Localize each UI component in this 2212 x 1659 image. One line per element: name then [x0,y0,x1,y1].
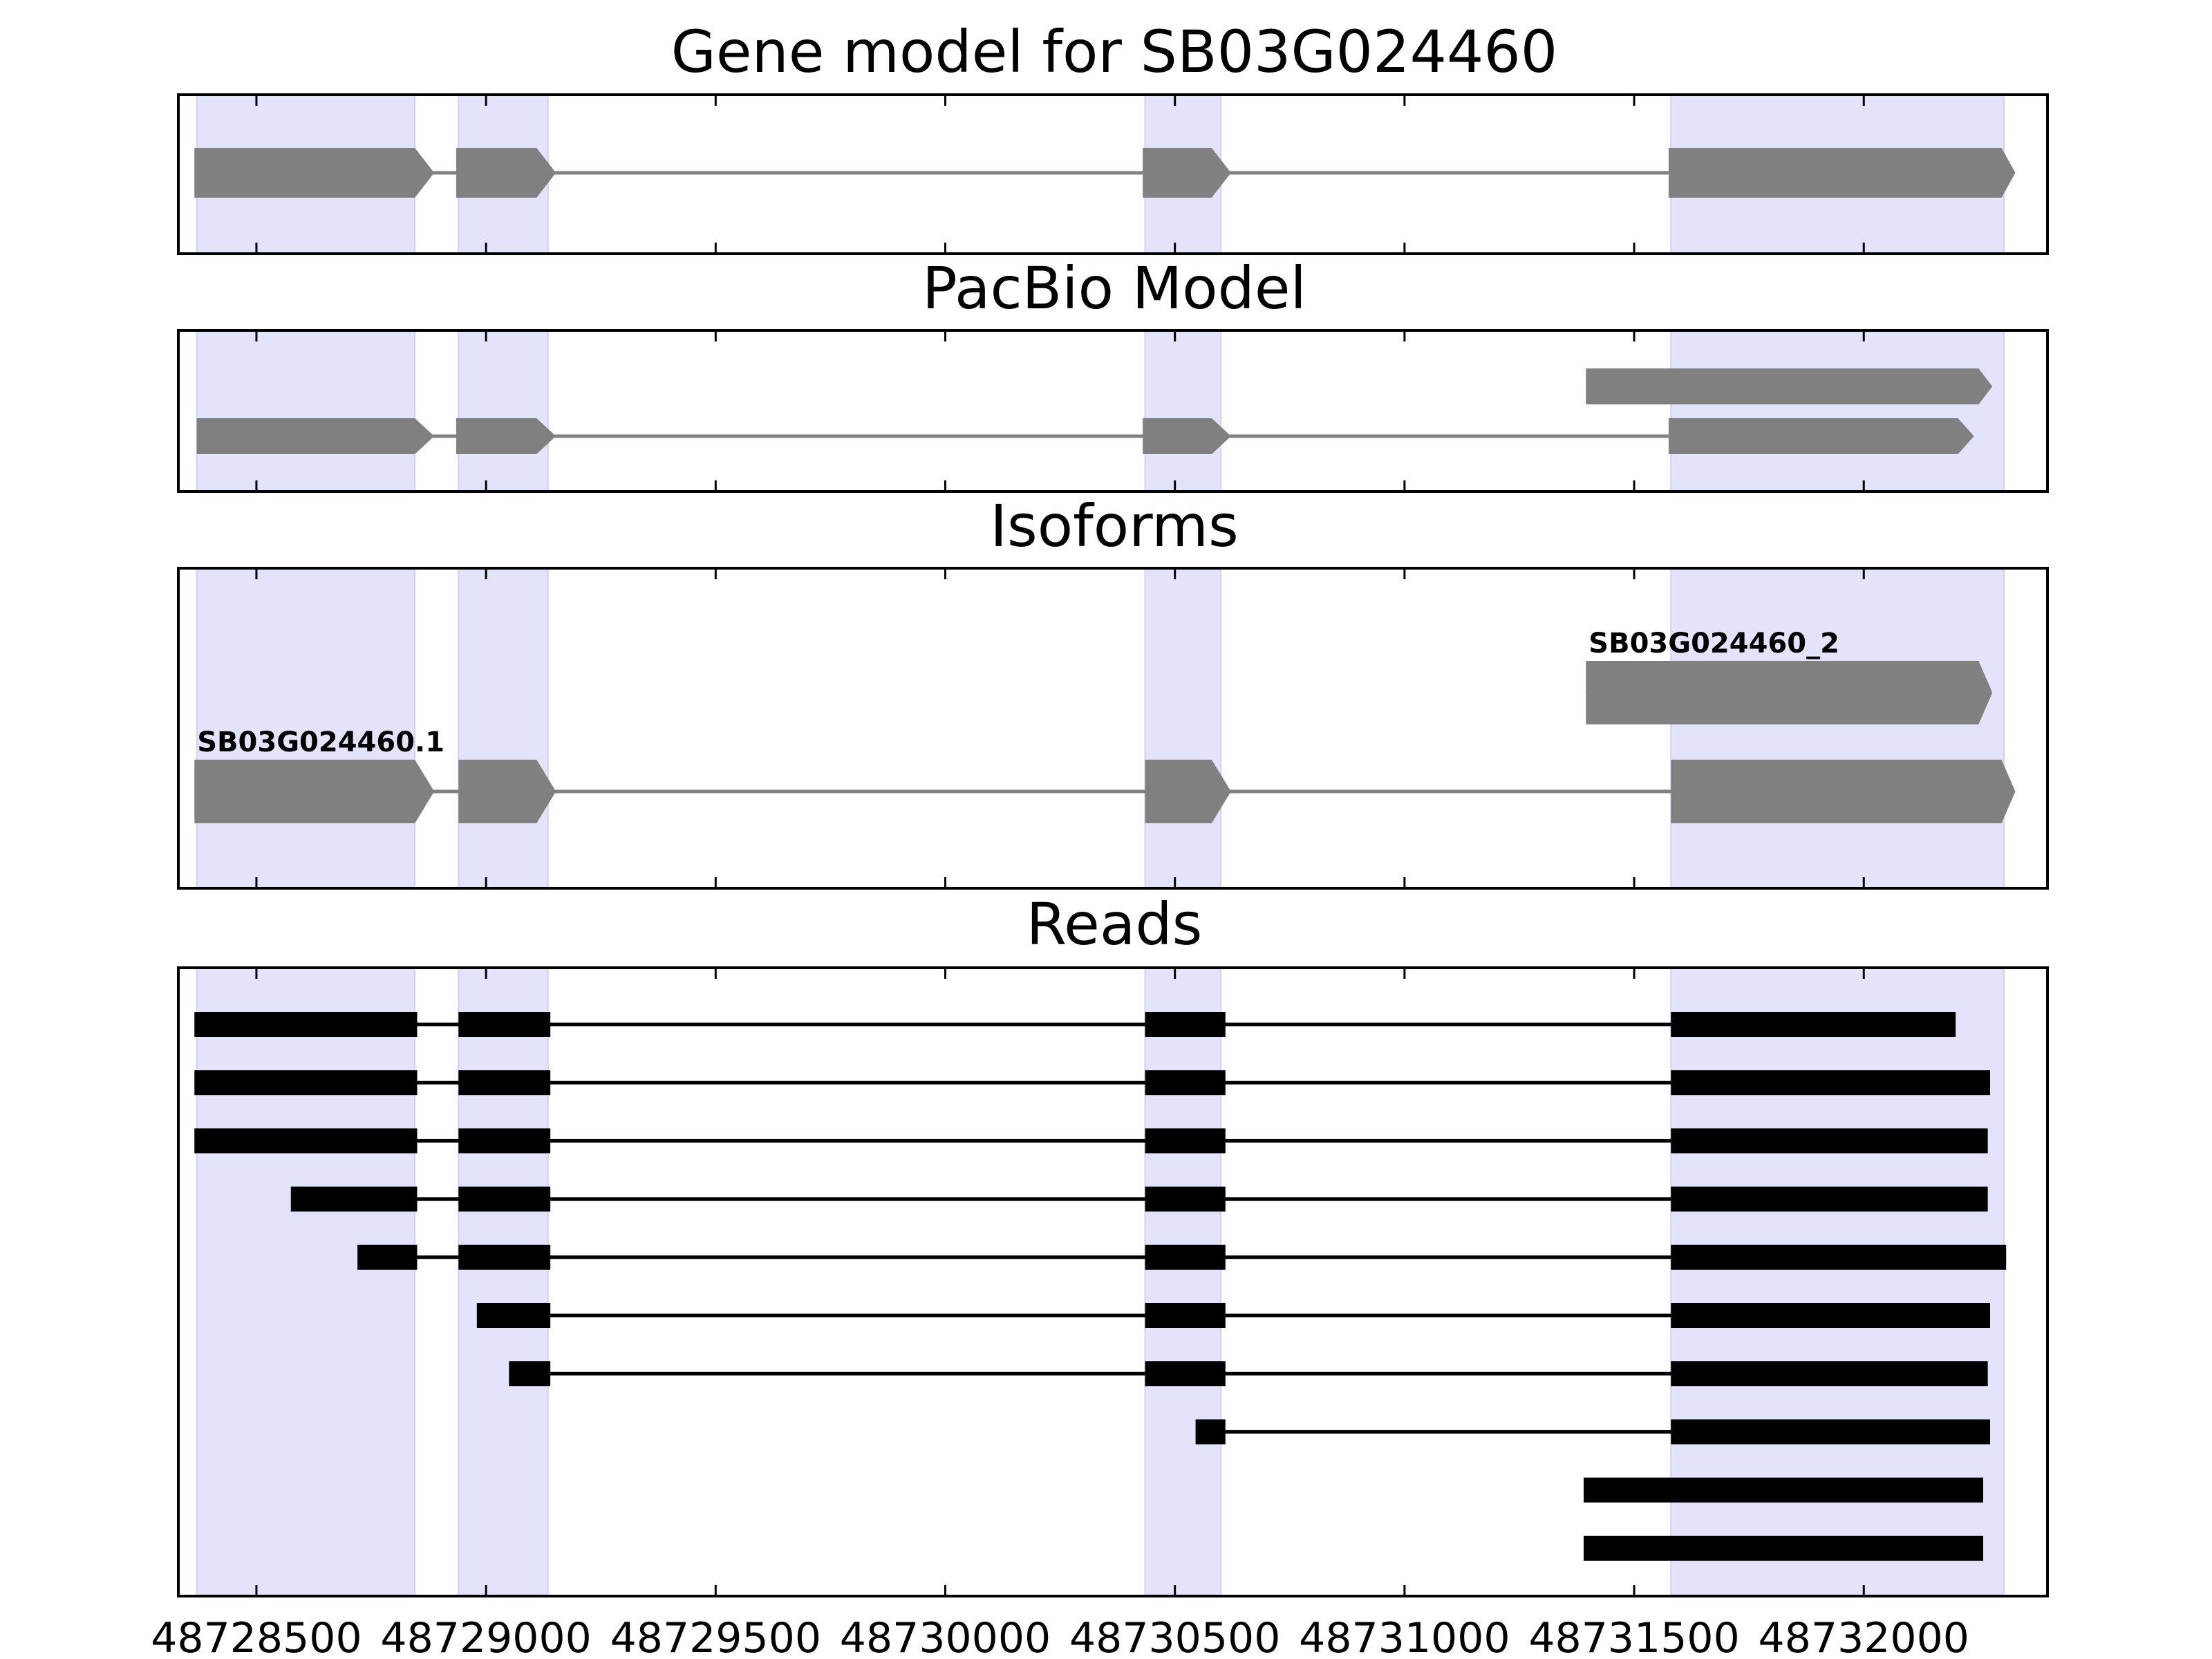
panel-0-track-0-exon-3 [1668,148,2016,198]
x-tick-label-7: 48732000 [1759,1614,1969,1659]
reads-highlight-1 [458,967,549,1597]
panel-reads: Reads [177,890,2049,1597]
read-3 [290,1186,1988,1212]
panel-1-track-1 [1586,368,1993,404]
read-3-block-3 [1671,1186,1988,1212]
panel-2-track-1: SB03G024460_2 [1586,628,1993,724]
read-7-block-0 [1195,1419,1226,1445]
read-4-block-2 [1145,1244,1226,1270]
read-0-block-1 [458,1012,551,1037]
read-4 [357,1244,2007,1270]
reads-frame [177,966,2049,1597]
panel-0-track-0-exon-0 [194,148,435,198]
panel-2-track-0-exon-3 [1671,760,2016,823]
read-6-block-1 [1145,1361,1226,1387]
panel-2-highlight-2 [1144,568,1222,889]
panel-2-plot: SB03G024460.1 SB03G024460_2 [177,567,2049,890]
read-7 [1195,1419,1990,1445]
read-2-block-3 [1671,1128,1988,1154]
read-1-block-2 [1145,1070,1226,1096]
panel-0-track-0-exon-2 [1143,148,1231,198]
panel-0-plot [177,93,2049,255]
read-5 [476,1303,1990,1328]
panel-1-track-0 [196,418,1974,454]
panel-2-highlight-0 [196,568,416,889]
read-5-block-0 [476,1303,551,1328]
reads-highlight-2 [1144,967,1222,1597]
panel-1-highlight-3 [1670,330,2005,492]
read-4-block-1 [458,1244,551,1270]
panel-isoforms: Isoforms SB03G024460.1 SB03G024460_2 [177,492,2049,890]
panel-1-track-0-exon-1 [456,418,556,454]
panel-2-frame [177,567,2049,890]
panel-title-reads: Reads [1027,890,1203,958]
read-4-block-0 [357,1244,418,1270]
panel-1-highlight-2 [1144,330,1222,492]
read-0-block-0 [194,1012,418,1037]
panel-2-track-0-exon-0 [194,760,435,823]
panel-0-track-0-exon-1 [456,148,556,198]
panel-title-isoforms: Isoforms [990,492,1239,560]
panel-1-track-0-exon-2 [1143,418,1231,454]
x-tick-label-3: 48730000 [840,1614,1051,1659]
panel-2-highlight-3 [1670,568,2005,889]
read-0 [194,1012,1956,1037]
read-6-block-2 [1671,1361,1988,1387]
panel-title-gene-model: Gene model for SB03G024460 [671,18,1557,86]
read-1-block-3 [1671,1070,1990,1096]
panel-1-track-0-exon-0 [196,418,435,454]
panel-1-frame [177,329,2049,493]
reads-plot [177,966,2049,1597]
panel-1-plot [177,329,2049,493]
reads-highlight-0 [196,967,416,1597]
read-2-block-1 [458,1128,551,1154]
read-2-block-0 [194,1128,418,1154]
read-5-block-1 [1145,1303,1226,1328]
read-0-block-2 [1145,1012,1226,1037]
panel-0-track-0 [194,148,2016,198]
x-tick-label-4: 48730500 [1069,1614,1280,1659]
read-2 [194,1128,1988,1154]
panel-pacbio-model: PacBio Model [177,254,2049,493]
read-8-block-0 [1583,1477,1983,1503]
read-1-block-0 [194,1070,418,1096]
x-tick-label-1: 48729000 [380,1614,591,1659]
read-3-block-1 [458,1186,551,1212]
read-4-block-3 [1671,1244,2007,1270]
x-tick-label-6: 48731500 [1528,1614,1739,1659]
panel-2-track-1-label: SB03G024460_2 [1588,628,1839,659]
x-tick-label-5: 48731000 [1299,1614,1510,1659]
read-2-block-2 [1145,1128,1226,1154]
panel-1-track-0-exon-3 [1668,418,1974,454]
read-5-block-2 [1671,1303,1990,1328]
read-3-block-0 [290,1186,418,1212]
read-6-block-0 [509,1361,551,1387]
read-8 [1583,1477,1983,1503]
panel-1-highlight-0 [196,330,416,492]
panel-1-highlight-1 [458,330,549,492]
read-9 [1583,1535,1983,1561]
panel-2-track-1-exon-0 [1586,661,1993,724]
read-9-block-0 [1583,1535,1983,1561]
panel-gene-model: Gene model for SB03G024460 [177,18,2049,255]
read-0-block-3 [1671,1012,1956,1037]
read-3-block-2 [1145,1186,1226,1212]
panel-2-track-0-exon-1 [458,760,556,823]
panel-1-track-1-exon-0 [1586,368,1993,404]
panel-title-pacbio-model: PacBio Model [922,254,1306,322]
read-1-block-1 [458,1070,551,1096]
panel-0-frame [177,93,2049,255]
panel-2-track-0-exon-2 [1145,760,1231,823]
x-axis: 48728500 48729000 48729500 48730000 48730500… [151,1614,1969,1659]
panel-2-track-0-label: SB03G024460.1 [197,727,444,758]
read-1 [194,1070,1990,1096]
panel-2-highlight-1 [458,568,549,889]
read-7-block-1 [1671,1419,1990,1445]
x-tick-label-0: 48728500 [151,1614,362,1659]
x-tick-label-2: 48729500 [610,1614,821,1659]
panel-2-track-0: SB03G024460.1 [194,727,2016,823]
read-6 [509,1361,1988,1387]
